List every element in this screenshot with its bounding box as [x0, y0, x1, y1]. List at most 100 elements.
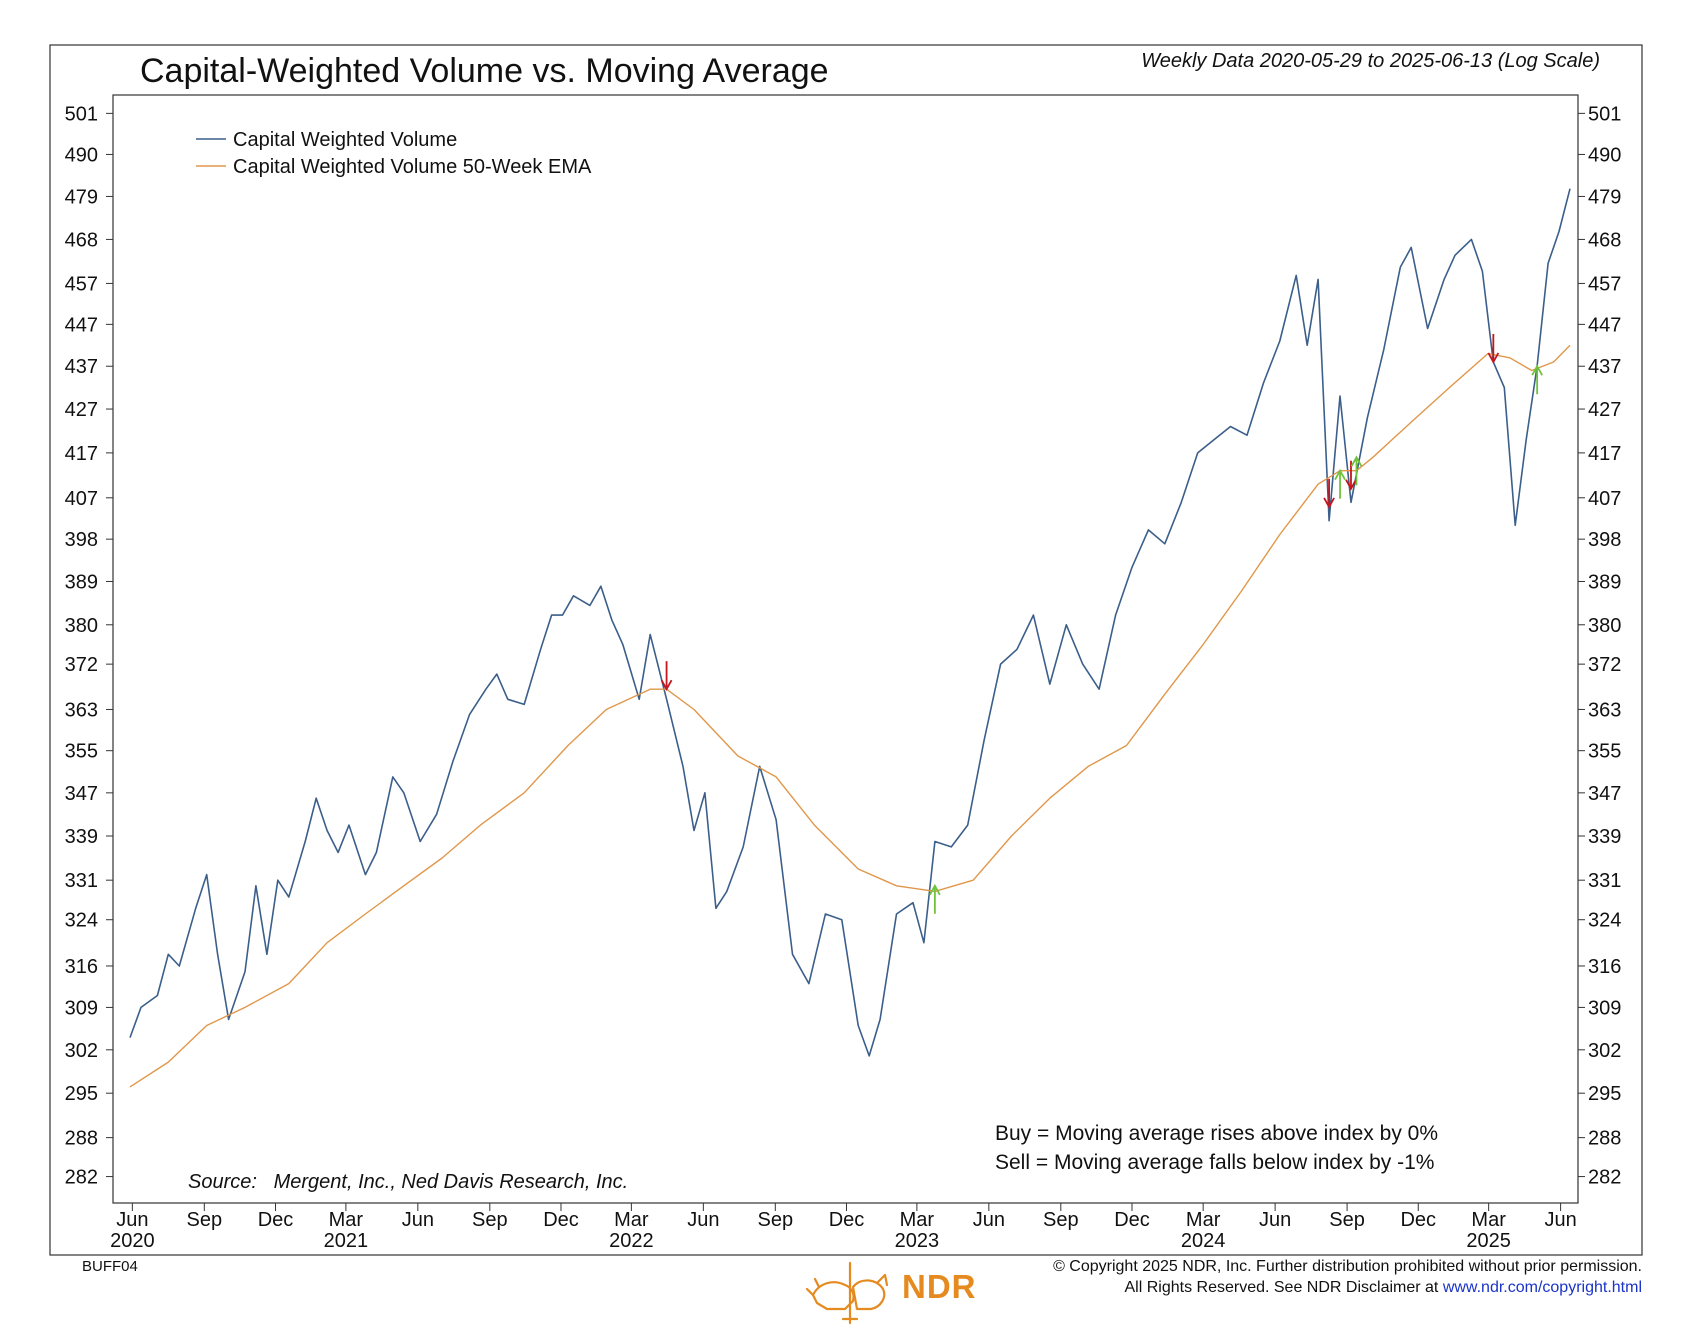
x-tick-label: Sep [758, 1209, 794, 1231]
y-tick-label-right: 447 [1588, 314, 1621, 336]
source-note: Source: Mergent, Inc., Ned Davis Researc… [188, 1171, 628, 1193]
y-tick-label-right: 288 [1588, 1128, 1621, 1150]
x-tick-label: Jun [973, 1209, 1005, 1231]
x-tick-label: Jun [687, 1209, 719, 1231]
series-line-ema [129, 344, 1571, 1088]
y-tick-label-left: 339 [65, 826, 98, 848]
y-tick-label-left: 479 [65, 186, 98, 208]
x-tick-label: Sep [472, 1209, 508, 1231]
x-year-label: 2020 [110, 1230, 155, 1252]
y-tick-label-left: 302 [65, 1040, 98, 1062]
x-tick-label: Sep [1043, 1209, 1079, 1231]
y-tick-label-right: 468 [1588, 229, 1621, 251]
x-year-label: 2022 [609, 1230, 654, 1252]
y-tick-label-right: 479 [1588, 186, 1621, 208]
ndr-logo-text: NDR [902, 1268, 977, 1305]
y-tick-label-left: 295 [65, 1083, 98, 1105]
buy-arrow-icon [1531, 364, 1543, 395]
buy-arrow-icon [929, 883, 941, 914]
sell-rule: Sell = Moving average falls below index … [995, 1151, 1434, 1174]
x-tick-label: Mar [900, 1209, 935, 1231]
x-year-label: 2025 [1466, 1230, 1511, 1252]
y-tick-label-left: 417 [65, 443, 98, 465]
y-tick-label-right: 437 [1588, 356, 1621, 378]
y-tick-label-right: 324 [1588, 910, 1621, 932]
y-tick-label-right: 302 [1588, 1040, 1621, 1062]
y-tick-label-right: 309 [1588, 997, 1621, 1019]
legend-label: Capital Weighted Volume 50-Week EMA [233, 156, 592, 178]
plot-area [112, 94, 1579, 1204]
chart-title: Capital-Weighted Volume vs. Moving Avera… [140, 52, 829, 90]
buy-rule: Buy = Moving average rises above index b… [995, 1122, 1438, 1145]
y-tick-label-right: 389 [1588, 571, 1621, 593]
y-tick-label-right: 295 [1588, 1083, 1621, 1105]
signal-layer [660, 333, 1543, 914]
y-tick-label-left: 380 [65, 615, 98, 637]
y-tick-label-left: 490 [65, 144, 98, 166]
y-tick-label-right: 398 [1588, 529, 1621, 551]
sell-arrow-icon [660, 661, 673, 692]
y-tick-label-right: 316 [1588, 956, 1621, 978]
sell-arrow-icon [1345, 460, 1357, 491]
y-tick-label-right: 457 [1588, 273, 1621, 295]
y-tick-label-right: 331 [1588, 870, 1621, 892]
y-tick-label-right: 501 [1588, 103, 1621, 125]
copyright: © Copyright 2025 NDR, Inc. Further distr… [1053, 1256, 1642, 1298]
chart-code: BUFF04 [82, 1258, 138, 1275]
y-tick-label-left: 407 [65, 488, 98, 510]
buy-arrow-icon [1334, 468, 1346, 499]
y-tick-label-left: 316 [65, 956, 98, 978]
y-tick-label-right: 363 [1588, 699, 1621, 721]
y-tick-label-right: 427 [1588, 399, 1621, 421]
series-line-volume [129, 188, 1571, 1057]
y-tick-label-left: 457 [65, 273, 98, 295]
y-tick-label-right: 490 [1588, 144, 1621, 166]
y-tick-label-left: 309 [65, 997, 98, 1019]
y-tick-label-left: 282 [65, 1167, 98, 1189]
y-tick-label-left: 427 [65, 399, 98, 421]
x-tick-label: Dec [1400, 1209, 1436, 1231]
y-tick-label-left: 437 [65, 356, 98, 378]
x-tick-label: Dec [543, 1209, 579, 1231]
y-tick-label-left: 331 [65, 870, 98, 892]
copyright-line-1: © Copyright 2025 NDR, Inc. Further distr… [1053, 1258, 1642, 1275]
copyright-link[interactable]: www.ndr.com/copyright.html [1442, 1279, 1642, 1296]
chart-subtitle: Weekly Data 2020-05-29 to 2025-06-13 (Lo… [1141, 50, 1600, 72]
y-tick-label-left: 363 [65, 699, 98, 721]
y-tick-label-left: 288 [65, 1128, 98, 1150]
x-tick-label: Jun [1544, 1209, 1576, 1231]
y-tick-label-left: 372 [65, 654, 98, 676]
sell-arrow-icon [1323, 478, 1335, 509]
copyright-text: All Rights Reserved. See NDR Disclaimer … [1124, 1279, 1443, 1296]
y-tick-label-left: 389 [65, 571, 98, 593]
y-tick-label-left: 324 [65, 910, 98, 932]
chart-frame [49, 44, 1643, 1256]
x-tick-label: Jun [402, 1209, 434, 1231]
x-tick-label: Mar [614, 1209, 649, 1231]
x-year-label: 2023 [895, 1230, 940, 1252]
y-axis-right: 282 288 295 302 309 316 324 331 339 347 355 363 372 3… [1578, 103, 1621, 1189]
x-axis: Jun Sep Dec Mar Jun Sep Dec Mar Jun Sep Dec Mar Jun S… [110, 1203, 1577, 1252]
y-tick-label-right: 355 [1588, 741, 1621, 763]
y-tick-label-right: 339 [1588, 826, 1621, 848]
y-tick-label-left: 347 [65, 783, 98, 805]
x-tick-label: Mar [1471, 1209, 1506, 1231]
x-tick-label: Dec [258, 1209, 294, 1231]
y-tick-label-right: 417 [1588, 443, 1621, 465]
y-tick-label-left: 398 [65, 529, 98, 551]
legend: Capital Weighted Volume Capital Weighted … [196, 129, 592, 178]
x-year-label: 2021 [324, 1230, 369, 1252]
y-tick-label-right: 380 [1588, 615, 1621, 637]
y-axis-left: 282 288 295 302 309 316 324 331 339 347 355 363 372 3… [65, 103, 113, 1189]
y-tick-label-right: 372 [1588, 654, 1621, 676]
x-tick-label: Dec [829, 1209, 865, 1231]
x-tick-label: Sep [1329, 1209, 1365, 1231]
buy-arrow-icon [1350, 455, 1363, 486]
series-layer [129, 188, 1571, 1088]
y-tick-label-right: 407 [1588, 488, 1621, 510]
y-tick-label-left: 447 [65, 314, 98, 336]
y-tick-label-left: 468 [65, 229, 98, 251]
sell-arrow-icon [1487, 333, 1500, 364]
x-year-label: 2024 [1181, 1230, 1226, 1252]
